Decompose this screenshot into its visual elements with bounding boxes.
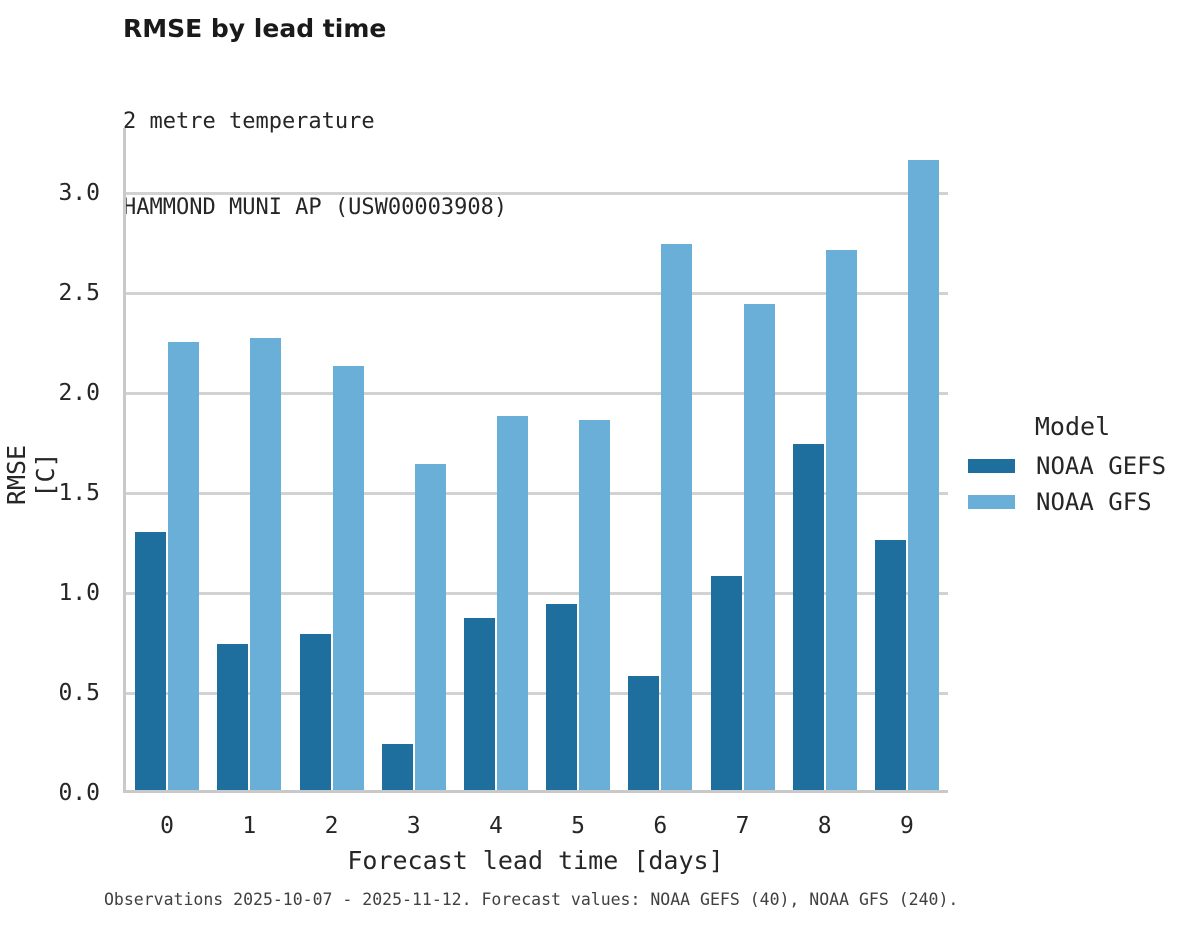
bar-noaa-gfs-lead-0	[168, 342, 200, 790]
y-tick-label: 0.5	[58, 680, 100, 706]
bar-noaa-gefs-lead-9	[874, 540, 906, 790]
gridline	[126, 291, 948, 295]
y-tick-label: 2.0	[58, 380, 100, 406]
y-tick-label: 3.0	[58, 180, 100, 206]
bar-noaa-gfs-lead-6	[661, 244, 693, 790]
bar-noaa-gefs-lead-1	[217, 644, 249, 790]
bar-noaa-gefs-lead-2	[299, 634, 331, 790]
x-axis-label: Forecast lead time [days]	[347, 846, 724, 875]
x-tick-label: 8	[817, 813, 832, 839]
bar-noaa-gfs-lead-7	[743, 304, 775, 790]
gridline	[126, 491, 948, 495]
bar-noaa-gfs-lead-5	[579, 420, 611, 790]
x-tick-label: 1	[242, 813, 257, 839]
bar-noaa-gefs-lead-4	[463, 618, 495, 790]
x-tick-label: 2	[324, 813, 339, 839]
legend-item-label: NOAA GFS	[1036, 488, 1152, 516]
plot-area	[123, 128, 948, 793]
bar-noaa-gfs-lead-8	[825, 250, 857, 790]
bar-noaa-gfs-lead-3	[414, 464, 446, 790]
gridline	[126, 591, 948, 595]
x-tick-label: 3	[406, 813, 421, 839]
legend-item-label: NOAA GEFS	[1036, 452, 1167, 480]
y-tick-label: 0.0	[58, 780, 100, 806]
gridline	[126, 691, 948, 695]
bar-noaa-gfs-lead-1	[250, 338, 282, 790]
y-tick-label: 1.0	[58, 580, 100, 606]
bar-noaa-gfs-lead-2	[332, 366, 364, 790]
chart-title: RMSE by lead time	[123, 14, 387, 43]
legend-swatch-noaa-gfs	[968, 495, 1015, 509]
bar-noaa-gefs-lead-3	[381, 744, 413, 790]
subtitle-line-1: 2 metre temperature	[123, 109, 375, 134]
bar-noaa-gefs-lead-6	[628, 676, 660, 790]
x-tick-label: 4	[488, 813, 503, 839]
bar-noaa-gfs-lead-9	[907, 160, 939, 790]
gridline	[126, 391, 948, 395]
legend-item-noaa-gfs: NOAA GFS	[968, 484, 1180, 520]
legend-swatch-noaa-gefs	[968, 459, 1015, 473]
y-tick-label: 2.5	[58, 280, 100, 306]
legend-title: Model	[1034, 412, 1111, 441]
x-tick-label: 0	[160, 813, 175, 839]
y-tick-label: 1.5	[58, 480, 100, 506]
legend: Model NOAA GEFS NOAA GFS	[965, 413, 1180, 520]
bar-noaa-gefs-lead-8	[792, 444, 824, 790]
bar-noaa-gefs-lead-0	[135, 532, 167, 790]
bar-noaa-gefs-lead-5	[546, 604, 578, 790]
bar-noaa-gfs-lead-4	[496, 416, 528, 790]
subtitle-line-2: HAMMOND MUNI AP (USW00003908)	[123, 194, 508, 220]
bar-noaa-gefs-lead-7	[710, 576, 742, 790]
x-tick-label: 9	[899, 813, 914, 839]
gridline	[126, 191, 948, 195]
footnote-caption: Observations 2025-10-07 - 2025-11-12. Fo…	[104, 890, 959, 909]
x-tick-label: 5	[571, 813, 586, 839]
x-tick-label: 6	[653, 813, 668, 839]
x-tick-label: 7	[735, 813, 750, 839]
chart-subtitle: 2 metre temperature HAMMOND MUNI AP (USW…	[123, 51, 507, 279]
y-axis-label: RMSE [C]	[2, 444, 60, 506]
legend-item-noaa-gefs: NOAA GEFS	[968, 448, 1180, 484]
